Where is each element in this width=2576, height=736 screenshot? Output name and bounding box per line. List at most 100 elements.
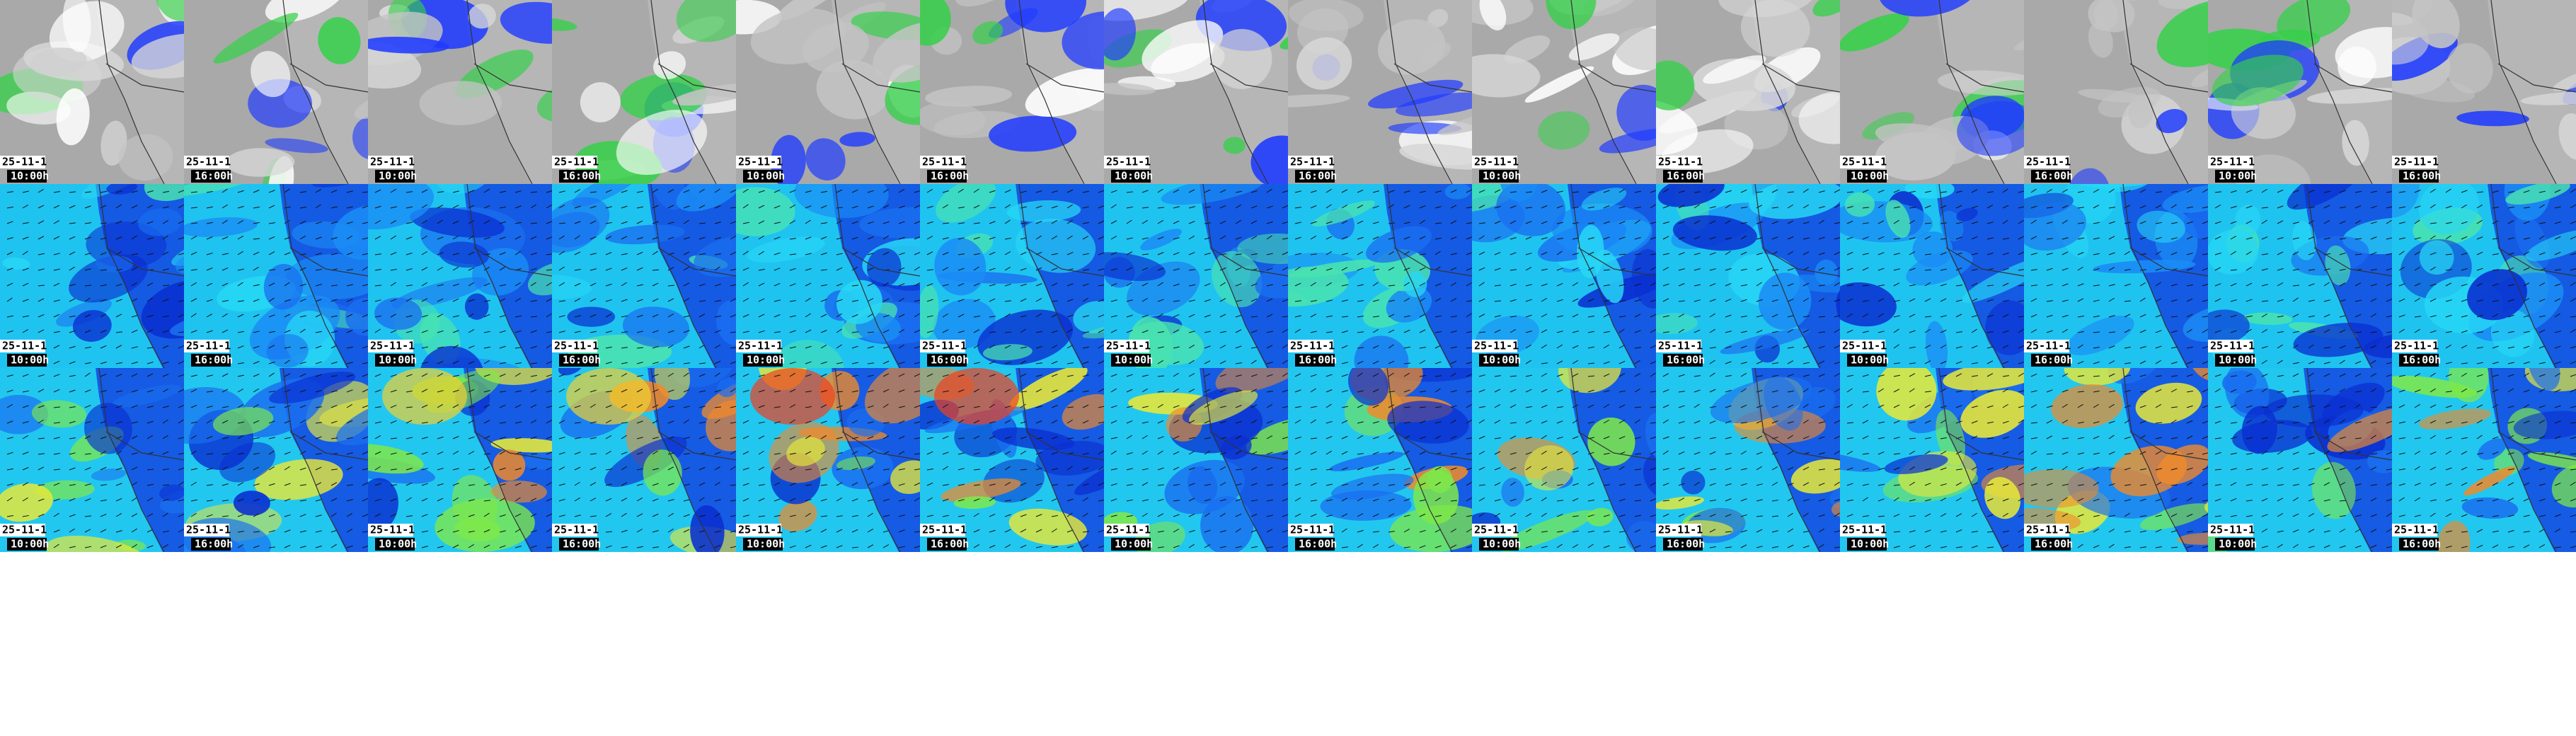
wind-arrow xyxy=(1955,420,1962,424)
wind-arrow xyxy=(499,221,506,224)
weather-blob xyxy=(786,437,825,466)
wind-arrow xyxy=(2108,331,2115,333)
wind-arrow xyxy=(2386,362,2392,364)
wind-arrow xyxy=(1219,282,1226,287)
wind-arrow xyxy=(100,284,107,287)
wind-arrow xyxy=(38,466,45,471)
wind-arrow xyxy=(2077,498,2084,502)
wind-arrow xyxy=(1725,437,1732,439)
wind-arrow xyxy=(989,331,996,333)
wind-arrow xyxy=(1634,253,1641,255)
wind-arrow xyxy=(1310,253,1317,255)
wind-arrow xyxy=(590,253,597,255)
wind-arrow xyxy=(452,236,459,240)
wind-arrow xyxy=(1004,204,1011,209)
wind-arrow xyxy=(1326,204,1332,209)
wind-arrow xyxy=(2323,314,2330,318)
wind-arrow xyxy=(2292,344,2299,349)
time-label-bg xyxy=(7,170,47,183)
coastline xyxy=(2122,0,2208,184)
wind-arrow xyxy=(1082,222,1089,224)
wind-arrow xyxy=(146,221,154,224)
wind-arrow xyxy=(1986,437,1994,439)
wind-arrow xyxy=(38,284,45,287)
date-label: 25-11-1 xyxy=(1106,340,1151,352)
wind-arrow xyxy=(468,544,474,548)
wind-arrow xyxy=(1478,298,1485,302)
wind-arrow xyxy=(1110,204,1117,209)
wind-arrow xyxy=(2002,219,2008,224)
wind-arrow xyxy=(2398,206,2405,209)
wind-arrow xyxy=(914,252,920,255)
wind-arrow xyxy=(2214,437,2221,439)
wind-arrow xyxy=(514,421,522,424)
wind-arrow xyxy=(805,420,812,424)
wind-arrow xyxy=(742,298,749,302)
wind-arrow xyxy=(1834,481,1840,486)
wind-arrow xyxy=(546,452,552,455)
wind-arrow xyxy=(1434,283,1442,287)
wind-arrow xyxy=(315,406,322,408)
wind-arrow xyxy=(621,373,628,377)
wind-arrow xyxy=(1266,284,1273,287)
wind-arrow xyxy=(1510,329,1517,333)
wind-arrow xyxy=(2124,530,2131,533)
wind-arrow xyxy=(2030,466,2037,471)
wind-arrow xyxy=(1310,388,1316,393)
wind-arrow xyxy=(2339,329,2346,333)
wind-arrow xyxy=(1771,189,1778,193)
wind-arrow xyxy=(1450,330,1457,333)
wind-arrow xyxy=(53,544,59,548)
wind-arrow xyxy=(2292,330,2299,333)
wind-arrow xyxy=(38,253,45,255)
weather-blob xyxy=(468,4,496,29)
wind-arrow xyxy=(590,482,597,486)
wind-arrow xyxy=(590,330,597,333)
wind-arrow xyxy=(253,513,260,517)
wind-arrow xyxy=(1466,331,1472,333)
wind-arrow xyxy=(989,284,996,287)
wind-arrow xyxy=(2398,283,2405,287)
wind-arrow xyxy=(2246,299,2253,302)
wind-arrow xyxy=(558,466,565,471)
wind-arrow xyxy=(1341,345,1348,349)
time-label-bg xyxy=(927,538,967,551)
weather-blob xyxy=(1904,184,1955,199)
wind-arrow xyxy=(2139,405,2146,408)
wind-arrow xyxy=(1846,236,1853,240)
weather-blob xyxy=(2088,22,2113,58)
wind-arrow xyxy=(1204,498,1211,502)
wind-arrow xyxy=(1955,513,1962,517)
weather-blob xyxy=(864,368,920,424)
wind-arrow xyxy=(1541,283,1548,287)
weather-blob xyxy=(836,456,875,471)
wind-arrow xyxy=(652,437,659,439)
wind-arrow xyxy=(1725,268,1732,271)
wind-arrow xyxy=(1157,513,1164,517)
wind-arrow xyxy=(22,452,29,455)
wind-arrow xyxy=(362,284,368,287)
wind-arrow xyxy=(2139,498,2146,502)
wind-arrow xyxy=(2108,360,2115,364)
wind-arrow xyxy=(530,345,537,349)
weather-blob xyxy=(1329,452,1404,471)
wind-arrow xyxy=(2414,389,2421,393)
wind-arrow xyxy=(621,498,628,502)
wind-arrow xyxy=(636,284,643,287)
wind-arrow xyxy=(1066,498,1074,502)
wind-arrow xyxy=(1955,331,1962,333)
wind-arrow xyxy=(2523,437,2530,439)
wind-arrow xyxy=(1250,283,1258,287)
wind-arrow xyxy=(253,545,260,548)
wind-arrow xyxy=(1282,437,1288,439)
wind-arrow xyxy=(605,189,612,193)
wind-arrow xyxy=(362,545,368,548)
wind-arrow xyxy=(2186,253,2193,255)
wind-arrow xyxy=(2339,405,2346,408)
wind-arrow xyxy=(1266,420,1273,424)
wind-arrow xyxy=(2292,483,2299,486)
wind-arrow xyxy=(1756,466,1762,471)
wind-arrow xyxy=(2202,221,2208,224)
wind-arrow xyxy=(1142,512,1148,517)
wind-arrow xyxy=(1004,544,1011,548)
